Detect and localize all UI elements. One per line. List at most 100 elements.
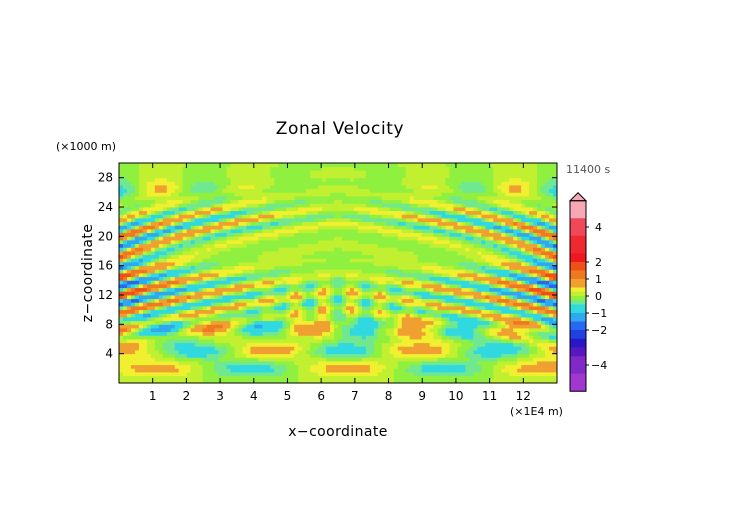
field-cell [182, 298, 188, 303]
field-cell [170, 254, 176, 259]
field-cell [198, 339, 204, 344]
field-cell [345, 280, 351, 285]
field-cell [274, 346, 279, 351]
field-cell [218, 302, 223, 307]
field-cell [334, 225, 339, 230]
field-cell [441, 328, 446, 333]
field-cell [134, 269, 140, 274]
field-cell [477, 295, 482, 300]
field-cell [421, 328, 426, 333]
field-cell [445, 295, 450, 300]
field-cell [134, 247, 140, 252]
field-cell [553, 280, 557, 285]
field-cell [397, 379, 403, 383]
field-cell [138, 214, 144, 219]
field-cell [126, 339, 132, 344]
field-cell [469, 357, 474, 362]
field-cell [381, 346, 387, 351]
field-cell [334, 273, 339, 278]
field-cell [158, 262, 164, 267]
field-cell [537, 350, 542, 355]
field-cell [246, 335, 251, 340]
field-cell [146, 375, 152, 380]
field-cell [146, 346, 152, 351]
field-cell [465, 328, 470, 333]
field-cell [330, 240, 335, 245]
field-cell [206, 357, 211, 362]
field-cell [194, 317, 200, 322]
field-cell [453, 258, 458, 263]
field-cell [405, 218, 411, 223]
field-cell [254, 368, 259, 373]
field-cell [377, 251, 383, 256]
field-cell [194, 375, 200, 380]
field-cell [517, 251, 522, 256]
field-cell [437, 295, 442, 300]
field-cell [505, 258, 510, 263]
field-cell [405, 221, 411, 226]
field-cell [477, 258, 482, 263]
field-cell [361, 368, 367, 373]
field-cell [154, 265, 160, 270]
field-cell [266, 262, 271, 267]
field-cell [361, 372, 367, 377]
field-cell [270, 273, 275, 278]
field-cell [134, 309, 140, 314]
field-cell [509, 324, 514, 329]
field-cell [146, 320, 152, 325]
field-cell [230, 361, 235, 366]
field-cell [513, 284, 518, 289]
field-cell [365, 342, 371, 347]
field-cell [345, 375, 351, 380]
field-cell [441, 317, 446, 322]
field-cell [349, 364, 355, 369]
field-cell [521, 339, 526, 344]
field-cell [258, 262, 263, 267]
field-cell [509, 269, 514, 274]
field-cell [178, 269, 184, 274]
field-cell [501, 302, 506, 307]
field-cell [497, 280, 502, 285]
field-cell [385, 236, 391, 241]
field-cell [306, 342, 311, 347]
field-cell [170, 258, 176, 263]
field-cell [310, 379, 315, 383]
field-cell [353, 328, 359, 333]
field-cell [501, 229, 506, 234]
field-cell [134, 331, 140, 336]
field-cell [238, 291, 243, 296]
field-cell [397, 291, 403, 296]
field-cell [202, 331, 207, 336]
field-cell [541, 295, 546, 300]
field-cell [405, 339, 411, 344]
field-cell [174, 320, 180, 325]
field-cell [377, 317, 383, 322]
field-cell [401, 324, 407, 329]
field-cell [545, 361, 550, 366]
field-cell [186, 309, 192, 314]
field-cell [433, 346, 438, 351]
field-cell [401, 262, 407, 267]
field-cell [174, 218, 180, 223]
field-cell [146, 273, 152, 278]
field-cell [258, 317, 263, 322]
field-cell [286, 232, 291, 237]
field-cell [242, 214, 247, 219]
field-cell [210, 375, 215, 380]
field-cell [493, 364, 498, 369]
field-cell [509, 229, 514, 234]
field-cell [198, 357, 204, 362]
field-cell [425, 309, 430, 314]
field-cell [246, 221, 251, 226]
field-cell [266, 280, 271, 285]
field-cell [345, 254, 351, 259]
field-cell [258, 225, 263, 230]
field-cell [541, 372, 546, 377]
field-cell [190, 331, 196, 336]
field-cell [361, 251, 367, 256]
field-cell [357, 243, 363, 248]
field-cell [119, 254, 124, 259]
field-cell [290, 243, 295, 248]
field-cell [549, 254, 554, 259]
field-cell [234, 276, 239, 281]
